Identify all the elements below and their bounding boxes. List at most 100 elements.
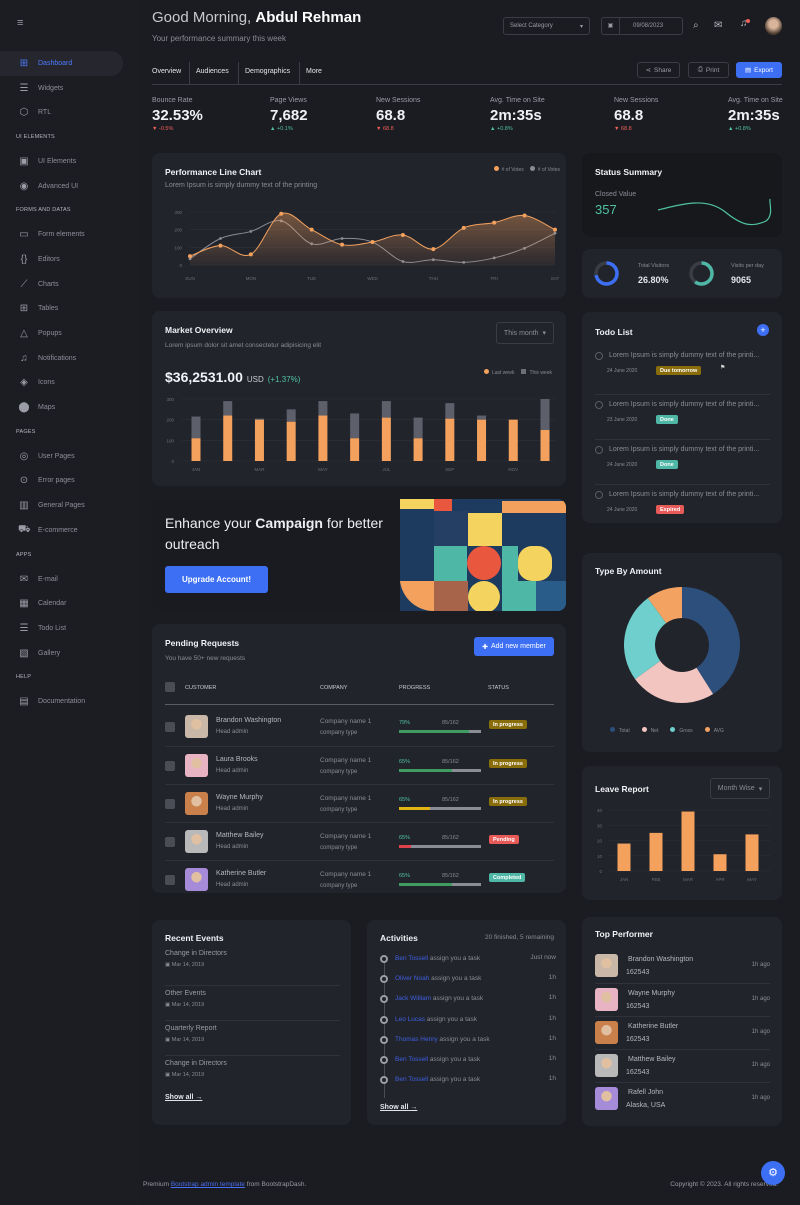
donut-legend: Total Net Gross AVG: [610, 727, 724, 734]
category-select[interactable]: Select Category ▾: [503, 17, 590, 35]
sidebar-item-editors[interactable]: {} Editors: [0, 247, 140, 272]
sidebar-item-dashboard[interactable]: ⊞ Dashboard: [0, 51, 123, 76]
y-tick-label: 100: [174, 245, 182, 250]
stat-bounce-rate: Bounce Rate 32.53% ▼ -0.5%: [152, 97, 203, 132]
sidebar-item-icons[interactable]: ◈ Icons: [0, 371, 140, 396]
share-button[interactable]: ⋖ Share: [637, 62, 680, 78]
performer-item[interactable]: Rafell John Alaska, USA 1h ago: [595, 1082, 770, 1115]
sidebar-item-e-commerce[interactable]: ⛟ E-commerce: [0, 518, 140, 543]
hamburger-icon[interactable]: ≡: [17, 17, 24, 29]
export-button[interactable]: ▤ Export: [736, 62, 782, 78]
donut-slice-total: [682, 587, 740, 694]
user-avatar[interactable]: [765, 17, 782, 35]
event-item[interactable]: Change in Directors ▣ Mar 14, 2019: [165, 950, 340, 985]
activities-show-all-link[interactable]: Show all →: [380, 1104, 417, 1111]
print-button[interactable]: ⎙ Print: [688, 62, 729, 78]
sidebar-item-user-pages[interactable]: ◎ User Pages: [0, 444, 140, 469]
visitors-card: Total Visitors 26.80% Visits per day 906…: [582, 249, 782, 298]
leave-period-select[interactable]: Month Wise ▾: [710, 778, 770, 799]
event-item[interactable]: Change in Directors ▣ Mar 14, 2019: [165, 1055, 340, 1090]
activity-user-link[interactable]: Oliver Noah: [395, 975, 430, 983]
bar: [745, 834, 759, 871]
add-new-member-button[interactable]: ✚ Add new member: [474, 637, 554, 656]
select-all-checkbox[interactable]: [165, 682, 175, 692]
performer-item[interactable]: Brandon Washington 162543 1h ago: [595, 950, 770, 983]
activity-user-link[interactable]: Leo Lucas: [395, 1015, 425, 1023]
bar-last-week: [413, 438, 423, 461]
sidebar-item-error-pages[interactable]: ⊙ Error pages: [0, 469, 140, 494]
sidebar-item-ui-elements[interactable]: ▣ UI Elements: [0, 149, 140, 174]
event-item[interactable]: Quarterly Report ▣ Mar 14, 2019: [165, 1020, 340, 1055]
closed-value: 357: [595, 202, 617, 217]
tab-overview[interactable]: Overview: [152, 68, 182, 75]
row-checkbox[interactable]: [165, 875, 175, 885]
progress-bar-fill: [399, 730, 469, 733]
activity-user-link[interactable]: Jack William: [395, 995, 432, 1003]
x-tick-label: SUN: [185, 276, 195, 281]
sidebar-item-popups[interactable]: △ Popups: [0, 321, 140, 346]
stat-label: Page Views: [270, 97, 307, 104]
calendar-icon: ▣: [165, 962, 171, 968]
sidebar-item-advanced-ui[interactable]: ◉ Advanced UI: [0, 174, 140, 199]
sidebar-item-documentation[interactable]: ▤ Documentation: [0, 689, 140, 714]
sidebar-item-e-mail[interactable]: ✉ E-mail: [0, 567, 140, 592]
market-overview-card: Market Overview Lorem ipsum dolor sit am…: [152, 311, 566, 486]
status-summary-card: Status Summary Closed Value 357: [582, 153, 782, 237]
activity-user-link[interactable]: Thomas Henry: [395, 1035, 438, 1043]
tab-audiences[interactable]: Audiences: [196, 68, 229, 75]
todo-checkbox[interactable]: [595, 491, 603, 499]
search-icon[interactable]: ⌕: [693, 20, 699, 31]
todo-text: Lorem Ipsum is simply dummy text of the …: [609, 446, 760, 453]
activity-text: assign you a task: [425, 1015, 478, 1023]
activity-time: 1h: [548, 974, 556, 982]
legend-label: Net: [650, 728, 659, 734]
sidebar-item-todo-list[interactable]: ☰ Todo List: [0, 616, 140, 641]
bootstrap-template-link[interactable]: Bootstrap admin template: [170, 1181, 245, 1188]
event-title: Change in Directors: [165, 1060, 227, 1067]
sidebar-item-rtl[interactable]: ⬡ RTL: [0, 100, 140, 125]
row-checkbox[interactable]: [165, 837, 175, 847]
sidebar-item-notifications[interactable]: ♫ Notifications: [0, 346, 140, 371]
row-checkbox[interactable]: [165, 722, 175, 732]
market-period-select[interactable]: This month ▾: [496, 322, 554, 344]
customer-name: Katherine Butler: [216, 870, 267, 877]
activity-user-link[interactable]: Ben Tossell: [395, 1056, 429, 1063]
todo-checkbox[interactable]: [595, 401, 603, 409]
performer-item[interactable]: Katherine Butler 162543 1h ago: [595, 1016, 770, 1049]
sidebar-item-tables[interactable]: ⊞ Tables: [0, 297, 140, 322]
printer-icon: ⎙: [697, 66, 703, 73]
tab-more[interactable]: More: [306, 68, 322, 75]
sidebar-item-form-elements[interactable]: ▭ Form elements: [0, 222, 140, 247]
activity-user-link[interactable]: Ben Tossell: [395, 955, 429, 962]
add-todo-button[interactable]: +: [757, 324, 769, 336]
sidebar-item-gallery[interactable]: ▧ Gallery: [0, 641, 140, 666]
category-select-label: Select Category: [510, 23, 553, 29]
sidebar-item-calendar[interactable]: ▦ Calendar: [0, 591, 140, 616]
row-checkbox[interactable]: [165, 799, 175, 809]
bar-last-week: [254, 419, 264, 461]
sidebar-item-charts[interactable]: ⟋ Charts: [0, 272, 140, 297]
todo-checkbox[interactable]: [595, 352, 603, 360]
row-checkbox[interactable]: [165, 761, 175, 771]
mail-icon[interactable]: ✉: [714, 20, 723, 31]
legend-label: This week: [529, 370, 552, 376]
sidebar-item-maps[interactable]: ⬤ Maps: [0, 395, 140, 420]
sidebar-item-general-pages[interactable]: ▥ General Pages: [0, 493, 140, 518]
tab-demographics[interactable]: Demographics: [245, 68, 291, 75]
recent-events-show-all-link[interactable]: Show all →: [165, 1094, 202, 1101]
event-item[interactable]: Other Events ▣ Mar 14, 2019: [165, 985, 340, 1020]
performer-item[interactable]: Matthew Bailey 162543 1h ago: [595, 1049, 770, 1082]
bar: [617, 843, 631, 871]
sidebar-item-widgets[interactable]: ☰ Widgets: [0, 76, 140, 101]
notification-bell-icon[interactable]: ♫: [740, 18, 750, 29]
date-picker[interactable]: ▣ 09/08/2023: [601, 17, 683, 35]
eye-icon: ◉: [19, 180, 29, 192]
donut-slice-avg: [647, 587, 682, 624]
activity-user-link[interactable]: Ben Tossell: [395, 1076, 429, 1084]
upgrade-account-button[interactable]: Upgrade Account!: [165, 566, 268, 593]
performer-item[interactable]: Wayne Murphy 162543 1h ago: [595, 983, 770, 1016]
sidebar-item-label: Error pages: [38, 477, 75, 485]
settings-fab[interactable]: ⚙: [761, 1161, 785, 1185]
todo-checkbox[interactable]: [595, 446, 603, 454]
activity-text: assign you a task: [428, 955, 481, 962]
